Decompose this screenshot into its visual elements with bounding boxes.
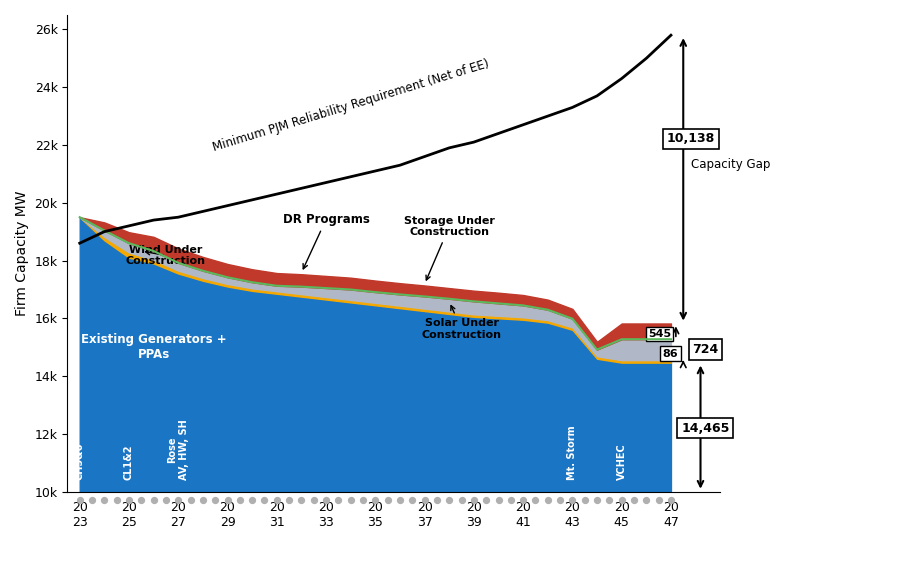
Point: [282, 496, 296, 505]
Point: [429, 496, 444, 505]
Text: Solar Under
Construction: Solar Under Construction: [421, 306, 501, 340]
Point: [663, 496, 678, 505]
Point: [553, 496, 567, 505]
Point: [479, 496, 493, 505]
Point: [294, 496, 309, 505]
Point: [307, 496, 321, 505]
Point: [85, 496, 99, 505]
Point: [270, 496, 284, 505]
Point: [565, 496, 580, 505]
Text: DR Programs: DR Programs: [283, 213, 370, 269]
Text: Storage Under
Construction: Storage Under Construction: [404, 216, 495, 280]
Point: [590, 496, 604, 505]
Point: [147, 496, 161, 505]
Text: 10,138: 10,138: [667, 133, 715, 145]
Point: [344, 496, 358, 505]
Point: [541, 496, 555, 505]
Point: [454, 496, 469, 505]
Point: [626, 496, 641, 505]
Point: [418, 496, 432, 505]
Text: Existing Generators +
PPAs: Existing Generators + PPAs: [81, 333, 227, 361]
Text: Mt. Storm: Mt. Storm: [567, 425, 578, 480]
Point: [184, 496, 198, 505]
Point: [245, 496, 259, 505]
Text: Capacity Gap: Capacity Gap: [690, 158, 770, 171]
Text: CL1&2: CL1&2: [124, 445, 134, 480]
Point: [110, 496, 124, 505]
Point: [158, 496, 173, 505]
Point: [232, 496, 247, 505]
Point: [528, 496, 543, 505]
Text: VCHEC: VCHEC: [616, 443, 626, 480]
Point: [602, 496, 616, 505]
Point: [208, 496, 222, 505]
Point: [331, 496, 346, 505]
Text: 545: 545: [648, 329, 670, 339]
Point: [356, 496, 370, 505]
Text: 724: 724: [692, 343, 718, 356]
Point: [195, 496, 210, 505]
Point: [392, 496, 407, 505]
Point: [257, 496, 272, 505]
Text: 14,465: 14,465: [681, 421, 730, 434]
Point: [467, 496, 482, 505]
Point: [504, 496, 518, 505]
Point: [442, 496, 456, 505]
Text: Wind Under
Construction: Wind Under Construction: [126, 245, 206, 266]
Point: [368, 496, 382, 505]
Text: Minimum PJM Reliability Requirement (Net of EE): Minimum PJM Reliability Requirement (Net…: [211, 57, 491, 154]
Point: [381, 496, 395, 505]
Point: [220, 496, 235, 505]
Point: [652, 496, 666, 505]
Text: CH5&6: CH5&6: [75, 443, 85, 480]
Point: [639, 496, 653, 505]
Point: [516, 496, 530, 505]
Point: [405, 496, 419, 505]
Point: [615, 496, 629, 505]
Point: [171, 496, 185, 505]
Text: 86: 86: [662, 349, 679, 359]
Point: [134, 496, 148, 505]
Point: [73, 496, 87, 505]
Point: [491, 496, 506, 505]
Text: Rose
AV, HW, SH: Rose AV, HW, SH: [167, 419, 189, 480]
Point: [97, 496, 112, 505]
Point: [122, 496, 136, 505]
Y-axis label: Firm Capacity MW: Firm Capacity MW: [15, 191, 29, 316]
Point: [578, 496, 592, 505]
Point: [319, 496, 333, 505]
